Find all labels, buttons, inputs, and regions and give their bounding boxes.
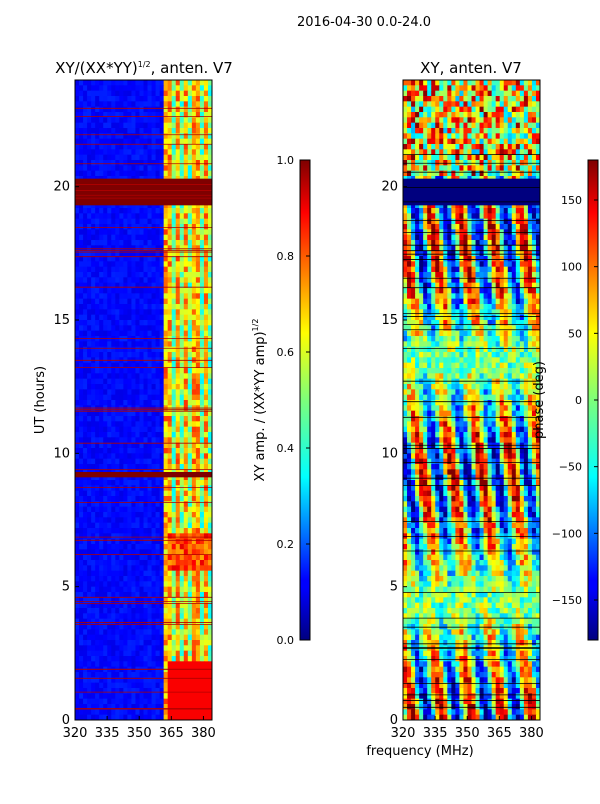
right-colorbar-tick-label: 50 <box>568 327 582 340</box>
right-flag-band <box>403 179 540 206</box>
right-xtick-label: 320 <box>391 726 416 741</box>
left-ytick-label: 0 <box>62 713 70 728</box>
right-xtick-label: 335 <box>423 726 448 741</box>
left-heatmap <box>75 80 213 721</box>
right-heatmap <box>403 80 541 721</box>
left-colorbar-tick-label: 0.4 <box>277 442 295 455</box>
right-xtick-label: 350 <box>455 726 480 741</box>
left-colorbar-tick-label: 0.2 <box>277 538 295 551</box>
left-colorbar-tick-label: 0.8 <box>277 250 295 263</box>
left-colorbar-tick-label: 0.6 <box>277 346 295 359</box>
left-flag-band <box>75 179 212 206</box>
right-colorbar-tick-label: −150 <box>552 594 582 607</box>
right-colorbar-tick-label: −50 <box>559 461 582 474</box>
shared-xlabel: frequency (MHz) <box>366 744 473 759</box>
left-panel-title: XY/(XX*YY)1/2, anten. V7 <box>55 59 233 77</box>
left-flag-band <box>75 472 212 477</box>
right-ytick-label: 5 <box>390 580 398 595</box>
left-colorbar-tick-label: 0.0 <box>277 634 295 647</box>
left-xtick-label: 380 <box>191 726 216 741</box>
left-xtick-label: 350 <box>127 726 152 741</box>
right-colorbar-tick-label: 0 <box>575 394 582 407</box>
left-colorbar-tick-label: 1.0 <box>277 154 295 167</box>
right-xtick-label: 380 <box>519 726 544 741</box>
left-xtick-label: 335 <box>95 726 120 741</box>
left-ytick-label: 20 <box>53 180 70 195</box>
right-ytick-label: 15 <box>381 313 398 328</box>
left-colorbar-label: XY amp. / (XX*YY amp)1/2 <box>251 319 268 482</box>
right-xtick-label: 365 <box>487 726 512 741</box>
right-panel-title: XY, anten. V7 <box>420 59 522 77</box>
left-ytick-label: 10 <box>53 446 70 461</box>
left-ylabel: UT (hours) <box>33 366 48 434</box>
left-ytick-label: 15 <box>53 313 70 328</box>
right-ytick-label: 0 <box>390 713 398 728</box>
right-ytick-label: 10 <box>381 446 398 461</box>
left-colorbar <box>300 160 310 640</box>
left-xtick-label: 365 <box>159 726 184 741</box>
right-ytick-label: 20 <box>381 180 398 195</box>
figure-title: 2016-04-30 0.0-24.0 <box>297 15 431 30</box>
right-colorbar-tick-label: −100 <box>552 527 582 540</box>
left-ytick-label: 5 <box>62 580 70 595</box>
left-xtick-label: 320 <box>63 726 88 741</box>
right-colorbar-tick-label: 100 <box>561 261 582 274</box>
right-colorbar-label: phase (deg) <box>532 361 547 439</box>
right-colorbar-tick-label: 150 <box>561 194 582 207</box>
